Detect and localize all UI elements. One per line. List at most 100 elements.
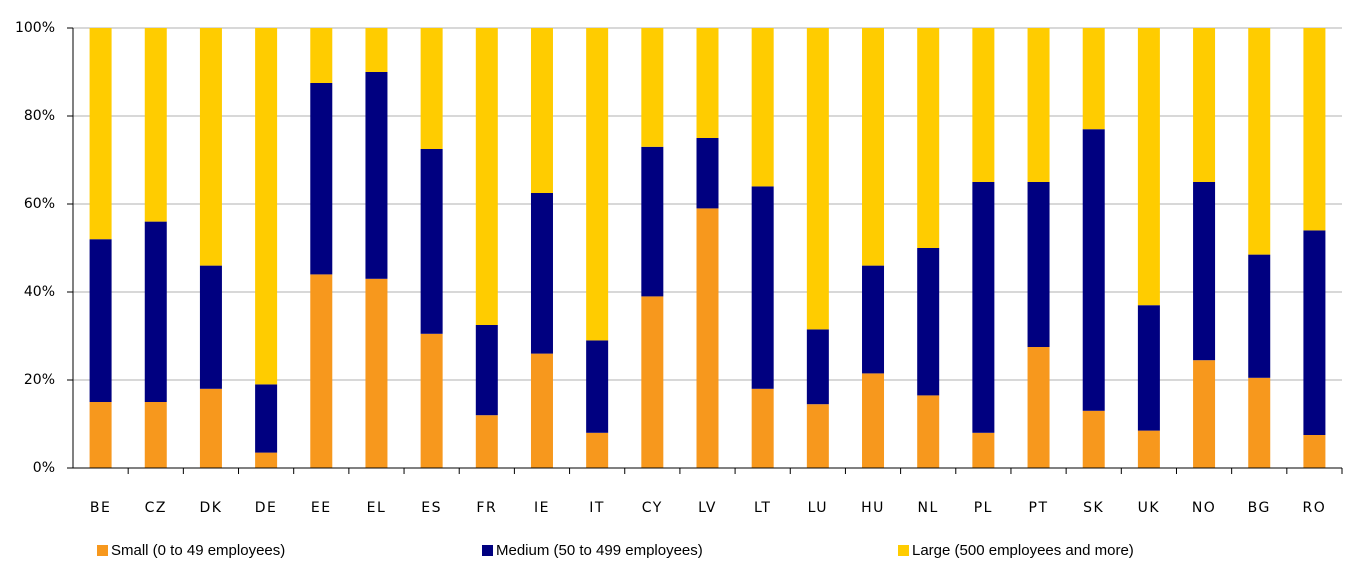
legend-label: Small (0 to 49 employees) xyxy=(111,542,285,559)
bar-segment xyxy=(255,28,278,385)
x-tick-label: IT xyxy=(589,500,605,516)
bar-segment xyxy=(696,28,719,138)
bar-segment xyxy=(1137,28,1160,306)
bar-segment xyxy=(365,28,388,72)
bar-segment xyxy=(586,28,609,341)
x-tick-label: NO xyxy=(1192,500,1217,516)
bar-segment xyxy=(806,329,829,405)
y-tick-label: 100% xyxy=(15,20,55,36)
x-tick-label: SK xyxy=(1083,500,1104,516)
x-tick-label: ES xyxy=(421,500,442,516)
bar-segment xyxy=(199,388,222,468)
bar-segment xyxy=(1193,360,1216,468)
bar-segment xyxy=(365,278,388,468)
bar-segment xyxy=(310,274,333,468)
bar-segment xyxy=(1193,28,1216,182)
x-tick-label: NL xyxy=(918,500,939,516)
x-tick-label: DE xyxy=(255,500,278,516)
bar-segment xyxy=(917,248,940,396)
bar-segment xyxy=(1303,28,1326,231)
bar-segment xyxy=(475,28,498,325)
bar-segment xyxy=(972,28,995,182)
x-tick-label: FR xyxy=(476,500,497,516)
bar-segment xyxy=(1137,305,1160,431)
legend-label: Large (500 employees and more) xyxy=(912,542,1134,559)
bar-segment xyxy=(1027,347,1050,468)
bar-segment xyxy=(641,146,664,297)
bar-segment xyxy=(696,138,719,209)
bar-segment xyxy=(806,404,829,468)
bar-segment xyxy=(530,353,553,468)
bar-segment xyxy=(1082,28,1105,130)
x-tick-label: LU xyxy=(808,500,828,516)
bar-segment xyxy=(420,333,443,468)
bar-segment xyxy=(1082,129,1105,411)
bar-segment xyxy=(1248,377,1271,468)
x-tick-label: LT xyxy=(754,500,771,516)
bar-segment xyxy=(365,72,388,279)
legend-swatch xyxy=(482,545,493,556)
bar-segment xyxy=(255,384,278,453)
y-tick-label: 80% xyxy=(24,108,55,124)
bar-segment xyxy=(751,28,774,187)
y-tick-label: 20% xyxy=(24,372,55,388)
bar-segment xyxy=(1027,182,1050,347)
x-tick-label: UK xyxy=(1138,500,1160,516)
bar-segment xyxy=(751,186,774,389)
bar-segment xyxy=(1303,435,1326,468)
bar-segment xyxy=(917,395,940,468)
bar-segment xyxy=(751,388,774,468)
bar-segment xyxy=(862,28,885,266)
bar-segment xyxy=(1193,182,1216,361)
y-tick-label: 40% xyxy=(24,284,55,300)
bar-segment xyxy=(475,415,498,468)
x-tick-label: PT xyxy=(1029,500,1049,516)
x-tick-label: DK xyxy=(199,500,222,516)
bar-segment xyxy=(420,28,443,149)
bar-segment xyxy=(89,239,112,402)
bar-segment xyxy=(310,28,333,83)
bar-segment xyxy=(144,28,167,222)
bar-segment xyxy=(862,265,885,374)
bar-segment xyxy=(1303,230,1326,435)
bar-segment xyxy=(641,28,664,147)
legend-swatch xyxy=(97,545,108,556)
bar-segment xyxy=(420,149,443,334)
bar-segment xyxy=(972,432,995,468)
bar-segment xyxy=(144,402,167,468)
x-tick-label: CY xyxy=(642,500,663,516)
bar-segment xyxy=(199,28,222,266)
legend-swatch xyxy=(898,545,909,556)
bar-segment xyxy=(586,432,609,468)
bar-segment xyxy=(199,265,222,389)
y-tick-label: 0% xyxy=(33,460,55,476)
x-tick-label: RO xyxy=(1303,500,1327,516)
bar-segment xyxy=(1248,28,1271,255)
y-tick-label: 60% xyxy=(24,196,55,212)
x-tick-label: LV xyxy=(698,500,717,516)
bar-segment xyxy=(144,221,167,402)
bar-segment xyxy=(475,325,498,416)
x-tick-label: IE xyxy=(534,500,550,516)
bar-segment xyxy=(530,193,553,354)
x-tick-label: EE xyxy=(311,500,332,516)
bar-segment xyxy=(641,296,664,468)
bar-segment xyxy=(1027,28,1050,182)
bar-segment xyxy=(1082,410,1105,468)
bar-segment xyxy=(862,373,885,468)
x-tick-label: CZ xyxy=(145,500,167,516)
x-tick-label: BE xyxy=(90,500,111,516)
bar-segment xyxy=(972,182,995,433)
bar-segment xyxy=(917,28,940,248)
bar-segment xyxy=(310,83,333,275)
x-tick-label: PL xyxy=(974,500,993,516)
x-tick-label: BG xyxy=(1248,500,1271,516)
bar-segment xyxy=(1248,254,1271,378)
bar-segment xyxy=(255,452,278,468)
bar-segment xyxy=(89,402,112,468)
bar-segment xyxy=(530,28,553,193)
bar-segment xyxy=(1137,430,1160,468)
bar-segment xyxy=(696,208,719,468)
bar-segment xyxy=(806,28,829,330)
